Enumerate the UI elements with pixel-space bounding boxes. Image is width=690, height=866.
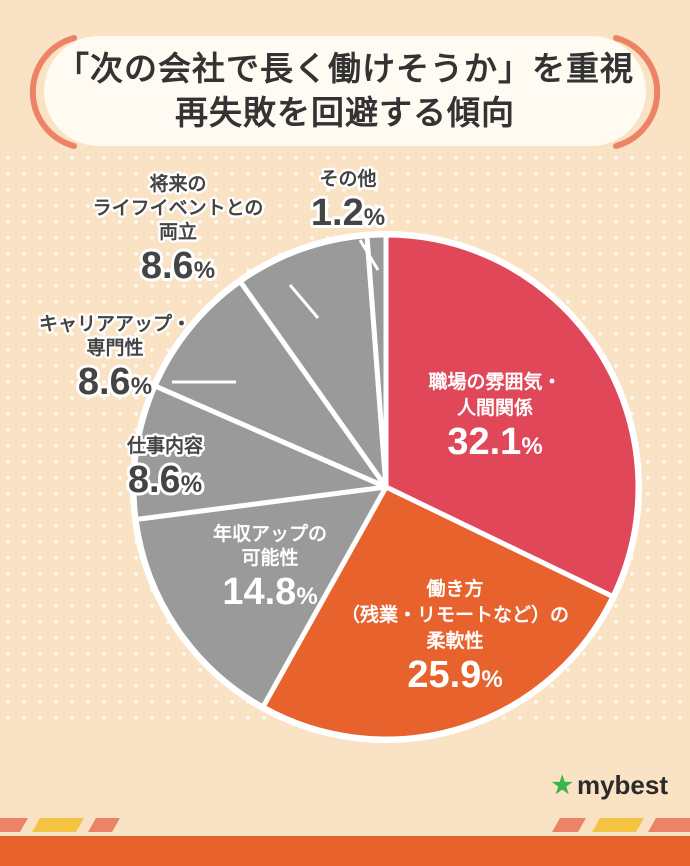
pie-slice-1 xyxy=(260,484,616,742)
pie-slice-4 xyxy=(152,278,389,490)
slice-label-5-line-1: ライフイベントとの xyxy=(93,197,264,219)
pie-slice-3 xyxy=(131,383,389,522)
leader-line-5 xyxy=(288,284,320,319)
leader-line-6 xyxy=(358,239,380,271)
footer-stripe xyxy=(0,818,690,866)
slice-value-2: 14.8% xyxy=(222,571,317,613)
title-banner: 「次の会社で長く働けそうか」を重視 再失敗を回避する傾向 xyxy=(12,26,678,158)
star-icon: ★ xyxy=(551,772,573,799)
title-banner-frame xyxy=(29,35,661,149)
slice-label-1-line-1: （残業・リモートなど）の xyxy=(341,603,569,626)
slice-value-6: 1.2% xyxy=(311,192,385,234)
title-box: 「次の会社で長く働けそうか」を重視 再失敗を回避する傾向 xyxy=(44,36,646,146)
pie-slice-2 xyxy=(133,484,389,710)
title-line-2: 再失敗を回避する傾向 xyxy=(175,93,515,132)
slice-label-4-line-1: 専門性 xyxy=(86,336,143,359)
slice-label-1-line-2: 柔軟性 xyxy=(426,629,483,652)
slice-label-0-line-0: 職場の雰囲気・ xyxy=(428,370,561,393)
slice-label-4-line-0: キャリアアップ・ xyxy=(39,312,191,335)
logo-text: mybest xyxy=(576,770,668,800)
pie-slice-6 xyxy=(364,232,389,490)
slice-label-2-line-0: 年収アップの xyxy=(213,522,327,545)
slice-label-6-line-0: その他 xyxy=(319,167,376,190)
slice-value-4: 8.6% xyxy=(78,361,152,403)
slice-label-5-line-0: 将来の xyxy=(149,172,206,195)
footer-band xyxy=(0,836,690,866)
pie-slice-0 xyxy=(383,232,641,600)
slice-value-1: 25.9% xyxy=(407,654,502,696)
slice-label-5-line-2: 両立 xyxy=(159,220,197,243)
slice-label-0-line-1: 人間関係 xyxy=(457,396,533,419)
mybest-logo: ★ mybest xyxy=(551,770,668,801)
pie-slice-5 xyxy=(237,233,389,490)
title-line-1: 「次の会社で長く働けそうか」を重視 xyxy=(56,49,634,88)
slice-label-1-line-0: 働き方 xyxy=(425,577,483,600)
slice-value-3: 8.6% xyxy=(128,459,202,501)
slice-label-3-line-0: 仕事内容 xyxy=(126,434,203,457)
footer-dashes xyxy=(0,818,690,832)
slice-value-5: 8.6% xyxy=(141,245,215,287)
slice-label-2-line-1: 可能性 xyxy=(241,546,298,569)
slice-value-0: 32.1% xyxy=(447,421,542,463)
